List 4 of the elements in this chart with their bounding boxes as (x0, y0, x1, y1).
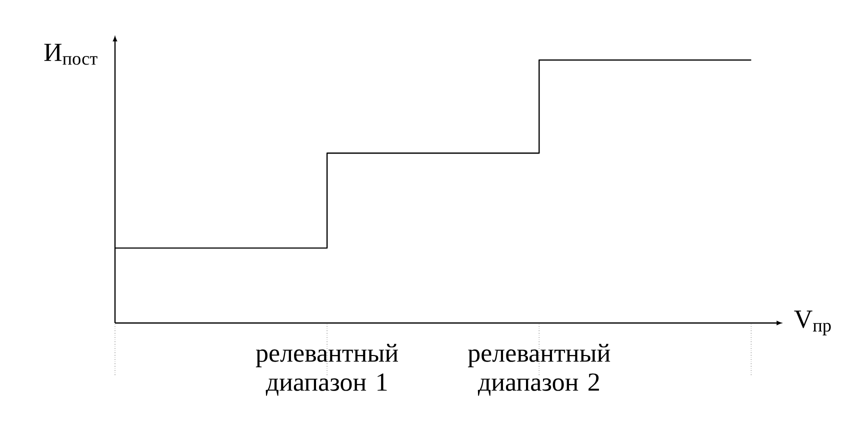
x-axis-title: V$_{пр}$ (794, 310, 831, 336)
x-tick-label: релевантный диапазон 1 (256, 344, 398, 396)
y-axis-title: И$_{пост}$ (44, 44, 98, 65)
x-tick-label: релевантный диапазон 2 (468, 344, 610, 396)
